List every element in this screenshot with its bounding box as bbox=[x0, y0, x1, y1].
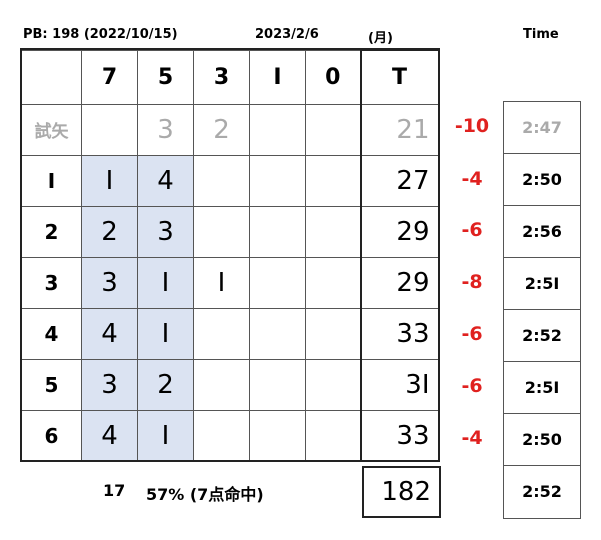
trial-row: 試矢 3 2 21 bbox=[21, 103, 440, 156]
time-label: Time bbox=[523, 27, 559, 42]
score-cell: I bbox=[81, 154, 138, 207]
pb-record: PB: 198 (2022/10/15) bbox=[23, 27, 178, 42]
table-row: 6 4 I 33 bbox=[21, 409, 440, 462]
table-row: 2 2 3 29 bbox=[21, 205, 440, 258]
score-cell bbox=[249, 307, 306, 360]
score-cell bbox=[249, 154, 306, 207]
score-table: 7 5 3 I 0 T 試矢 3 2 21 I I 4 27 2 2 3 29 … bbox=[21, 49, 440, 462]
score-cell: 2 bbox=[137, 358, 194, 411]
score-cell bbox=[305, 409, 361, 462]
trial-diff: -10 bbox=[454, 115, 490, 137]
row-total: 29 bbox=[359, 205, 440, 258]
row-total: 27 bbox=[359, 154, 440, 207]
trial-time: 2:47 bbox=[503, 101, 581, 154]
row-label: 5 bbox=[21, 358, 82, 411]
row-diff: -4 bbox=[461, 427, 483, 449]
grand-total: 182 bbox=[362, 466, 441, 518]
row-diff: -6 bbox=[461, 323, 483, 345]
table-row: I I 4 27 bbox=[21, 154, 440, 207]
column-header: 3 bbox=[193, 49, 250, 105]
hit-rate: 57% (7点命中) bbox=[146, 485, 264, 504]
row-total: 33 bbox=[359, 307, 440, 360]
score-cell: 3 bbox=[81, 256, 138, 309]
row-total: 3I bbox=[359, 358, 440, 411]
score-cell: I bbox=[137, 307, 194, 360]
row-diff: -6 bbox=[461, 219, 483, 241]
row-time: 2:50 bbox=[503, 413, 581, 466]
score-cell bbox=[193, 154, 250, 207]
score-cell bbox=[249, 205, 306, 258]
weekday: (月) bbox=[368, 31, 393, 46]
score-cell bbox=[193, 205, 250, 258]
column-header: 5 bbox=[137, 49, 194, 105]
table-row: 5 3 2 3I bbox=[21, 358, 440, 411]
row-time: 2:56 bbox=[503, 205, 581, 258]
score-cell: 2 bbox=[81, 205, 138, 258]
row-label: 6 bbox=[21, 409, 82, 462]
score-cell: 3 bbox=[137, 205, 194, 258]
column-header: 7 bbox=[81, 49, 138, 105]
table-row: 3 3 I I 29 bbox=[21, 256, 440, 309]
row-total: 21 bbox=[359, 103, 440, 156]
score-cell bbox=[305, 256, 361, 309]
score-cell: 2 bbox=[193, 103, 250, 156]
row-total: 29 bbox=[359, 256, 440, 309]
score-cell bbox=[193, 307, 250, 360]
score-cell bbox=[193, 409, 250, 462]
row-time: 2:52 bbox=[503, 309, 581, 362]
row-time: 2:5I bbox=[503, 361, 581, 414]
score-cell bbox=[193, 358, 250, 411]
score-cell: 4 bbox=[81, 409, 138, 462]
score-cell: 3 bbox=[137, 103, 194, 156]
row-diff: -4 bbox=[461, 168, 483, 190]
score-cell bbox=[249, 358, 306, 411]
hit-count: 17 bbox=[103, 481, 126, 500]
column-header-row: 7 5 3 I 0 T bbox=[21, 49, 440, 105]
row-label: 試矢 bbox=[21, 103, 82, 156]
row-time: 2:5I bbox=[503, 257, 581, 310]
score-cell: I bbox=[137, 256, 194, 309]
row-label: 2 bbox=[21, 205, 82, 258]
row-label: 4 bbox=[21, 307, 82, 360]
score-cell bbox=[305, 103, 361, 156]
table-row: 4 4 I 33 bbox=[21, 307, 440, 360]
score-cell bbox=[305, 154, 361, 207]
column-header: I bbox=[249, 49, 306, 105]
row-time: 2:50 bbox=[503, 153, 581, 206]
row-label: I bbox=[21, 154, 82, 207]
corner-cell bbox=[21, 49, 82, 105]
score-cell: I bbox=[137, 409, 194, 462]
score-cell: I bbox=[193, 256, 250, 309]
row-total: 33 bbox=[359, 409, 440, 462]
score-cell bbox=[249, 409, 306, 462]
average-time: 2:52 bbox=[503, 465, 581, 519]
row-diff: -6 bbox=[461, 375, 483, 397]
score-cell bbox=[249, 103, 306, 156]
column-header: 0 bbox=[305, 49, 361, 105]
score-cell: 4 bbox=[137, 154, 194, 207]
score-cell bbox=[81, 103, 138, 156]
total-column-header: T bbox=[359, 49, 440, 105]
score-cell bbox=[305, 358, 361, 411]
row-label: 3 bbox=[21, 256, 82, 309]
score-cell: 3 bbox=[81, 358, 138, 411]
score-cell bbox=[305, 307, 361, 360]
score-cell bbox=[305, 205, 361, 258]
session-date: 2023/2/6 bbox=[255, 27, 319, 42]
score-cell bbox=[249, 256, 306, 309]
row-diff: -8 bbox=[461, 271, 483, 293]
score-cell: 4 bbox=[81, 307, 138, 360]
